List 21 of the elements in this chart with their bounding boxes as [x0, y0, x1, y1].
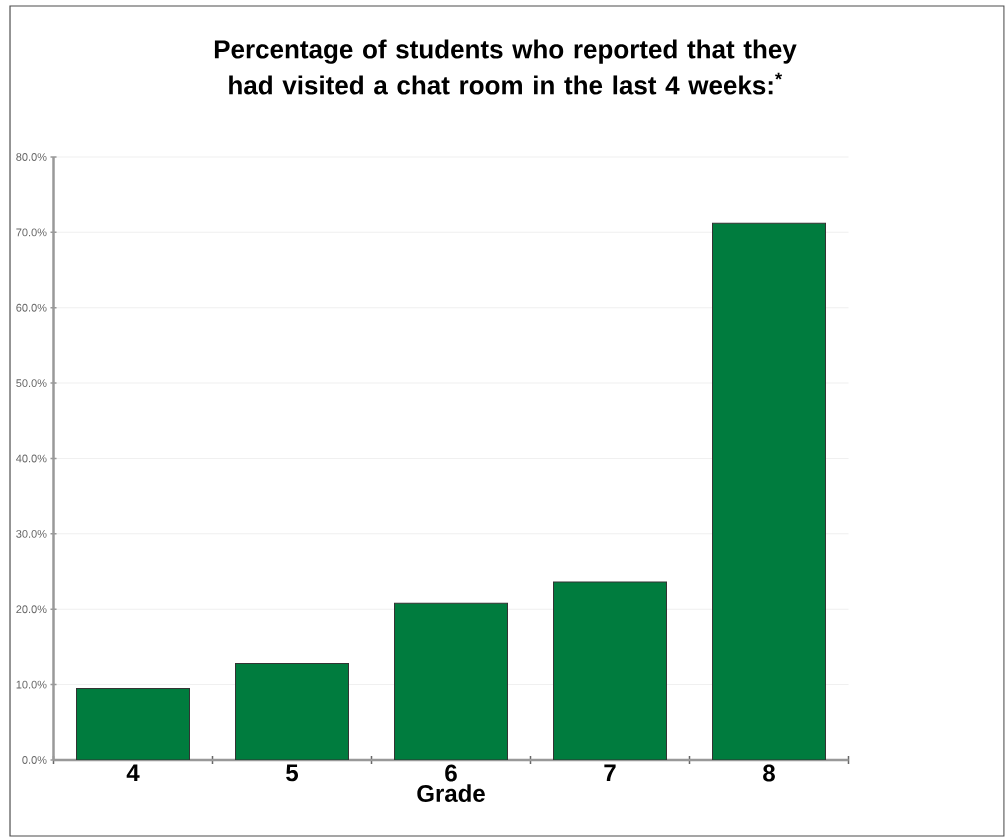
- x-tick-label: 5: [286, 764, 298, 782]
- x-axis-title: Grade: [417, 784, 485, 802]
- x-tick-label: 8: [763, 764, 775, 782]
- bar: [712, 222, 826, 760]
- x-tick-label: 6: [445, 764, 457, 782]
- chart-title: Percentage of students who reported that they had visited a chat room in the last 4 weeks:$^{*}$: [214, 39, 797, 95]
- y-tick-label: 0.0%: [22, 756, 47, 764]
- y-tick-label: 70.0%: [16, 228, 47, 237]
- bar: [76, 687, 190, 760]
- y-tick-label: 80.0%: [16, 153, 47, 161]
- y-tick-label: 10.0%: [16, 680, 47, 689]
- x-tick-label: 7: [604, 764, 616, 782]
- y-tick-label: 30.0%: [16, 529, 47, 538]
- bar: [235, 663, 349, 760]
- bar: [553, 581, 667, 760]
- y-tick-label: 40.0%: [16, 454, 47, 463]
- y-tick-label: 50.0%: [16, 379, 47, 388]
- x-tick-label: 4: [126, 764, 140, 782]
- y-tick-label: 60.0%: [16, 303, 47, 312]
- bar: [394, 602, 508, 760]
- y-tick-label: 20.0%: [16, 605, 47, 614]
